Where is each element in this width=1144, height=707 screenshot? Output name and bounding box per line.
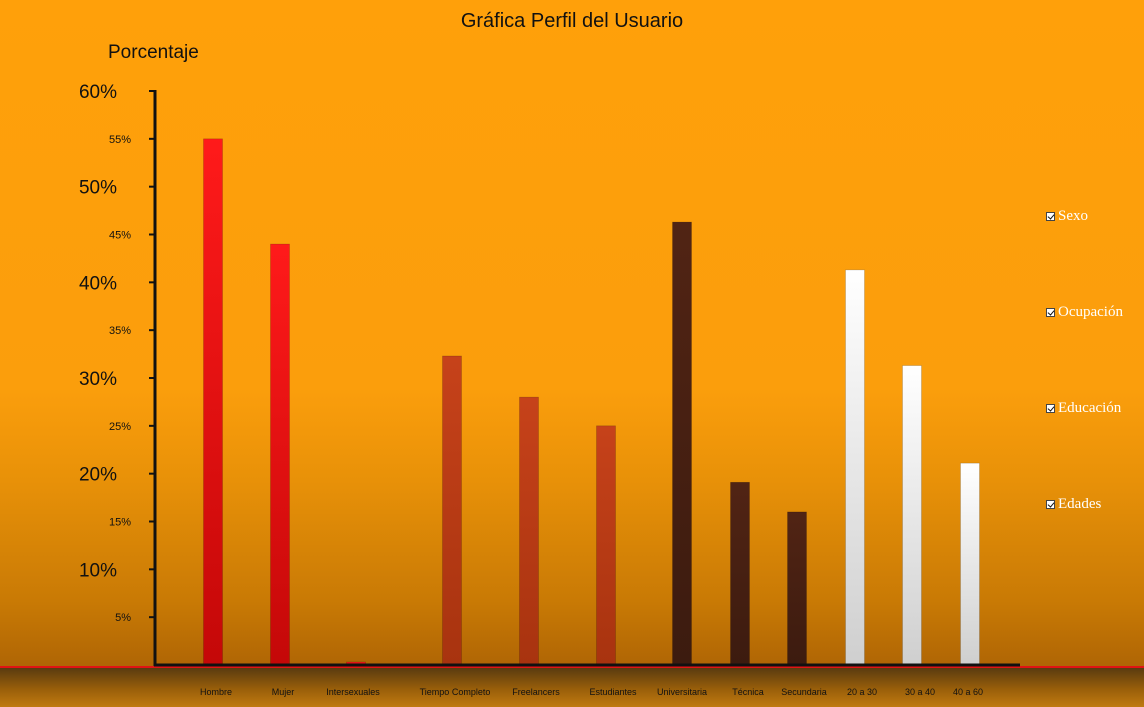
checkbox-icon[interactable]: [1046, 308, 1055, 317]
bar-30-a-40: [902, 365, 922, 666]
bar-20-a-30: [845, 269, 865, 666]
y-tick-label: 40%: [79, 273, 117, 294]
y-tick-label: 50%: [79, 178, 117, 199]
legend-item-edades[interactable]: Edades: [1046, 496, 1101, 513]
bar-secundaria: [787, 511, 807, 666]
y-axis-title: Porcentaje: [108, 42, 199, 63]
bar-tiempo-completo: [442, 355, 462, 666]
bar-universitaria: [672, 221, 692, 666]
legend-label: Edades: [1058, 496, 1102, 512]
checkbox-icon[interactable]: [1046, 212, 1055, 221]
x-axis-band: [0, 668, 1144, 707]
legend-label: Sexo: [1058, 208, 1088, 224]
legend-item-ocupacion[interactable]: Ocupación: [1046, 304, 1123, 321]
y-tick-label: 20%: [79, 465, 117, 486]
y-tick-label: 55%: [109, 134, 131, 146]
x-tick-label: 40 a 60: [953, 687, 983, 697]
bar-mujer: [270, 243, 290, 666]
x-tick-label: Hombre: [200, 687, 232, 697]
bar-hombre: [203, 138, 223, 666]
y-tick-label: 5%: [115, 612, 131, 624]
x-tick-label: Intersexuales: [326, 687, 380, 697]
y-tick-label: 45%: [109, 230, 131, 242]
x-tick-label: Estudiantes: [589, 687, 637, 697]
y-tick-label: 25%: [109, 421, 131, 433]
x-tick-label: Secundaria: [781, 687, 827, 697]
x-tick-label: Técnica: [732, 687, 764, 697]
y-tick-label: 35%: [109, 325, 131, 337]
bar-técnica: [730, 481, 750, 666]
bar-freelancers: [519, 396, 539, 666]
legend-label: Ocupación: [1058, 304, 1123, 320]
legend-item-sexo[interactable]: Sexo: [1046, 208, 1088, 225]
y-tick-label: 30%: [79, 369, 117, 390]
legend-item-educacion[interactable]: Educación: [1046, 400, 1121, 417]
x-tick-label: Universitaria: [657, 687, 707, 697]
x-tick-label: 30 a 40: [905, 687, 935, 697]
baseline-rule: [0, 666, 1144, 668]
checkbox-icon[interactable]: [1046, 404, 1055, 413]
checkbox-icon[interactable]: [1046, 500, 1055, 509]
chart-title: Gráfica Perfil del Usuario: [460, 10, 684, 32]
legend-label: Educación: [1058, 400, 1122, 416]
y-tick-label: 10%: [79, 560, 117, 581]
x-tick-label: Tiempo Completo: [420, 687, 491, 697]
y-tick-label: 15%: [109, 517, 131, 529]
y-tick-label: 60%: [79, 82, 117, 103]
x-tick-label: Freelancers: [512, 687, 560, 697]
x-tick-label: Mujer: [272, 687, 295, 697]
bar-estudiantes: [596, 425, 616, 666]
x-tick-label: 20 a 30: [847, 687, 877, 697]
bar-40-a-60: [960, 462, 980, 666]
